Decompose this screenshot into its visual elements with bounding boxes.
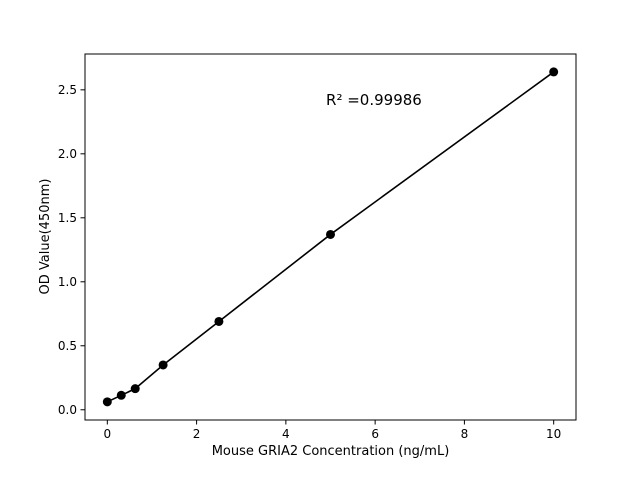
plot-box — [84, 53, 577, 421]
y-tick-label: 1.0 — [58, 275, 77, 289]
y-tick-label: 0.0 — [58, 403, 77, 417]
data-point — [102, 397, 112, 407]
r-squared-annotation: R² =0.99986 — [326, 91, 422, 110]
y-tick-label: 2.5 — [58, 83, 77, 97]
y-tick-label: 2.0 — [58, 147, 77, 161]
x-tick-label: 8 — [461, 427, 469, 441]
x-tick-label: 10 — [546, 427, 561, 441]
y-tick-label: 1.5 — [58, 211, 77, 225]
data-point — [116, 390, 126, 400]
x-tick-label: 2 — [193, 427, 201, 441]
data-point — [326, 229, 335, 239]
data-point — [214, 316, 224, 326]
data-point — [130, 384, 140, 394]
data-point — [549, 67, 559, 77]
data-point — [158, 360, 168, 370]
y-axis-label: OD Value(450nm) — [38, 178, 53, 295]
x-tick-label: 6 — [371, 427, 379, 441]
x-axis-label: Mouse GRIA2 Concentration (ng/mL) — [211, 444, 450, 459]
y-tick-label: 0.5 — [58, 339, 77, 353]
x-tick-label: 4 — [282, 427, 290, 441]
x-tick-label: 0 — [103, 427, 111, 441]
